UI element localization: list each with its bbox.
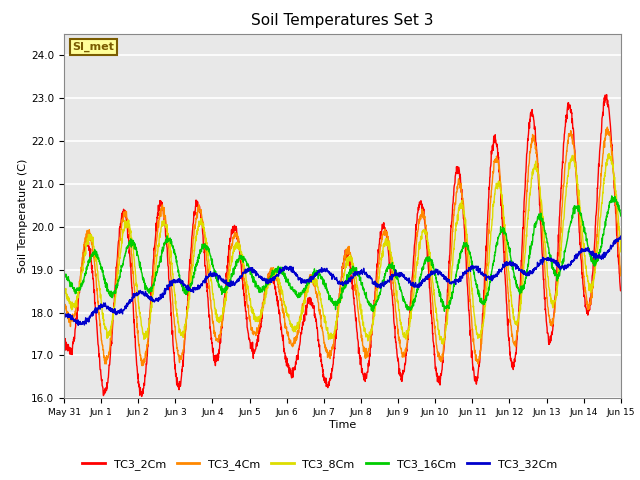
TC3_2Cm: [504, 334, 512, 339]
TC3_16Cm: [617, 213, 625, 219]
TC3_4Cm: [371, 299, 379, 305]
Line: TC3_2Cm: TC3_2Cm: [64, 95, 621, 396]
TC3_8Cm: [617, 249, 625, 254]
Legend: TC3_2Cm, TC3_4Cm, TC3_8Cm, TC3_16Cm, TC3_32Cm: TC3_2Cm, TC3_4Cm, TC3_8Cm, TC3_16Cm, TC3…: [78, 455, 562, 474]
TC3_16Cm: [584, 240, 591, 246]
TC3_2Cm: [138, 394, 145, 399]
TC3_32Cm: [216, 274, 223, 280]
TC3_4Cm: [216, 335, 223, 341]
TC3_16Cm: [504, 243, 512, 249]
Line: TC3_32Cm: TC3_32Cm: [64, 236, 621, 325]
TC3_2Cm: [568, 110, 575, 116]
TC3_4Cm: [60, 302, 68, 308]
TC3_8Cm: [60, 287, 68, 293]
TC3_4Cm: [359, 343, 367, 348]
TC3_4Cm: [568, 135, 575, 141]
Text: SI_met: SI_met: [72, 42, 114, 52]
TC3_16Cm: [60, 273, 68, 278]
TC3_32Cm: [504, 260, 512, 266]
X-axis label: Time: Time: [329, 420, 356, 430]
TC3_8Cm: [439, 341, 447, 347]
TC3_4Cm: [617, 272, 625, 277]
TC3_4Cm: [604, 124, 611, 130]
TC3_8Cm: [504, 267, 512, 273]
TC3_32Cm: [617, 234, 625, 240]
TC3_2Cm: [60, 338, 68, 344]
TC3_2Cm: [359, 371, 367, 377]
Y-axis label: Soil Temperature (C): Soil Temperature (C): [19, 159, 28, 273]
TC3_16Cm: [371, 301, 378, 307]
TC3_32Cm: [359, 270, 367, 276]
TC3_8Cm: [216, 320, 223, 325]
TC3_8Cm: [568, 156, 575, 161]
TC3_2Cm: [371, 296, 379, 302]
Line: TC3_16Cm: TC3_16Cm: [64, 196, 621, 312]
TC3_16Cm: [358, 280, 366, 286]
TC3_32Cm: [568, 259, 575, 265]
TC3_32Cm: [584, 248, 591, 254]
Line: TC3_4Cm: TC3_4Cm: [64, 127, 621, 366]
TC3_2Cm: [603, 92, 611, 97]
TC3_32Cm: [60, 312, 68, 317]
TC3_32Cm: [617, 233, 625, 239]
TC3_2Cm: [617, 288, 625, 293]
TC3_4Cm: [504, 290, 512, 296]
TC3_32Cm: [371, 280, 379, 286]
TC3_2Cm: [216, 346, 223, 352]
TC3_32Cm: [74, 323, 82, 328]
TC3_8Cm: [584, 273, 591, 278]
TC3_8Cm: [605, 151, 612, 156]
Title: Soil Temperatures Set 3: Soil Temperatures Set 3: [251, 13, 434, 28]
TC3_2Cm: [584, 308, 591, 313]
TC3_4Cm: [138, 363, 146, 369]
TC3_16Cm: [608, 193, 616, 199]
TC3_8Cm: [371, 313, 378, 319]
TC3_16Cm: [440, 309, 448, 314]
Line: TC3_8Cm: TC3_8Cm: [64, 154, 621, 344]
TC3_16Cm: [568, 216, 575, 222]
TC3_4Cm: [584, 299, 591, 304]
TC3_8Cm: [358, 313, 366, 319]
TC3_16Cm: [216, 285, 223, 290]
